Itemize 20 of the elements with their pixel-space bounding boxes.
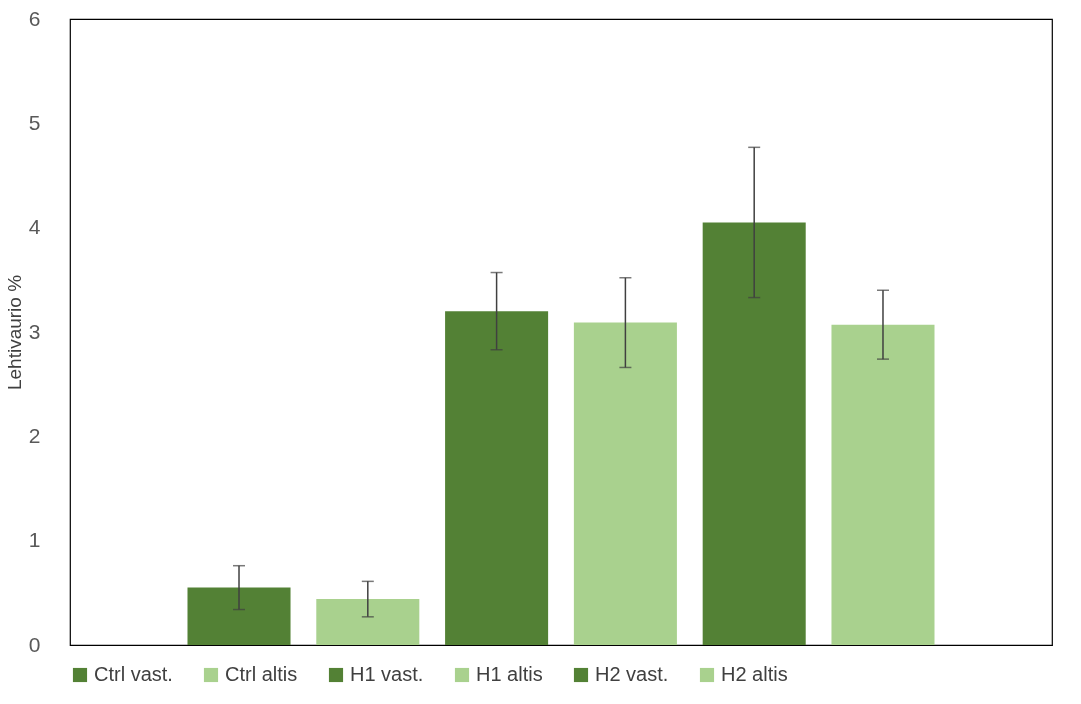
bar (831, 324, 935, 645)
y-tick-label: 3 (28, 319, 41, 343)
y-tick-label: 6 (28, 6, 41, 30)
y-tick-label: 1 (28, 528, 41, 552)
legend-label: H1 vast. (350, 663, 424, 685)
legend-label: H2 vast. (595, 663, 669, 685)
legend-label: H2 altis (721, 663, 788, 685)
bar (573, 322, 677, 645)
bar (187, 587, 291, 645)
y-tick-label: 5 (28, 110, 41, 134)
legend-label: Ctrl altis (225, 663, 298, 685)
legend-label: Ctrl vast. (94, 663, 173, 685)
y-axis-title: Lehtivaurio % (3, 274, 25, 391)
y-tick-label: 4 (28, 215, 41, 239)
y-tick-label: 2 (28, 423, 41, 447)
legend-label: H1 altis (476, 663, 543, 685)
bar (445, 311, 549, 645)
bar (702, 222, 806, 645)
bar (316, 599, 420, 645)
y-tick-label: 0 (28, 632, 41, 656)
